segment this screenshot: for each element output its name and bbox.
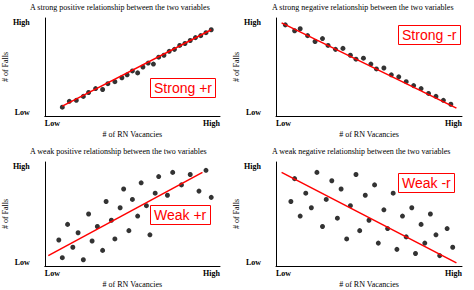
svg-text:A strong positive relationship: A strong positive relationship between t… [30,3,210,12]
svg-text:Weak -r: Weak -r [402,175,451,191]
svg-text:Low: Low [276,269,291,278]
svg-text:# of Falls: # of Falls [1,52,10,82]
svg-text:High: High [203,119,220,128]
svg-text:Low: Low [246,108,261,117]
svg-text:High: High [244,162,261,171]
svg-text:High: High [445,119,462,128]
svg-text:Low: Low [45,119,60,128]
svg-text:High: High [203,269,220,278]
svg-text:A strong negative relationship: A strong negative relationship between t… [272,3,454,12]
svg-text:High: High [445,269,462,278]
svg-text:Strong +r: Strong +r [154,80,212,96]
svg-text:# of RN Vacancies: # of RN Vacancies [103,130,163,139]
svg-text:Strong -r: Strong -r [402,27,457,43]
svg-text:# of Falls: # of Falls [232,52,241,82]
svg-text:Low: Low [15,108,30,117]
svg-text:High: High [13,18,30,27]
svg-text:Weak +r: Weak +r [154,207,207,223]
svg-text:Low: Low [15,258,30,267]
svg-text:A weak negative relationship b: A weak negative relationship between the… [272,147,450,156]
svg-text:# of RN Vacancies: # of RN Vacancies [339,280,399,289]
svg-text:High: High [13,162,30,171]
svg-text:Low: Low [276,119,291,128]
svg-text:# of RN Vacancies: # of RN Vacancies [339,130,399,139]
svg-text:A weak positive relationship b: A weak positive relationship between the… [30,147,207,156]
svg-text:# of Falls: # of Falls [1,199,10,229]
svg-text:Low: Low [45,269,60,278]
svg-text:Low: Low [246,258,261,267]
svg-text:# of Falls: # of Falls [232,199,241,229]
svg-text:High: High [244,18,261,27]
svg-text:# of RN Vacancies: # of RN Vacancies [103,280,163,289]
